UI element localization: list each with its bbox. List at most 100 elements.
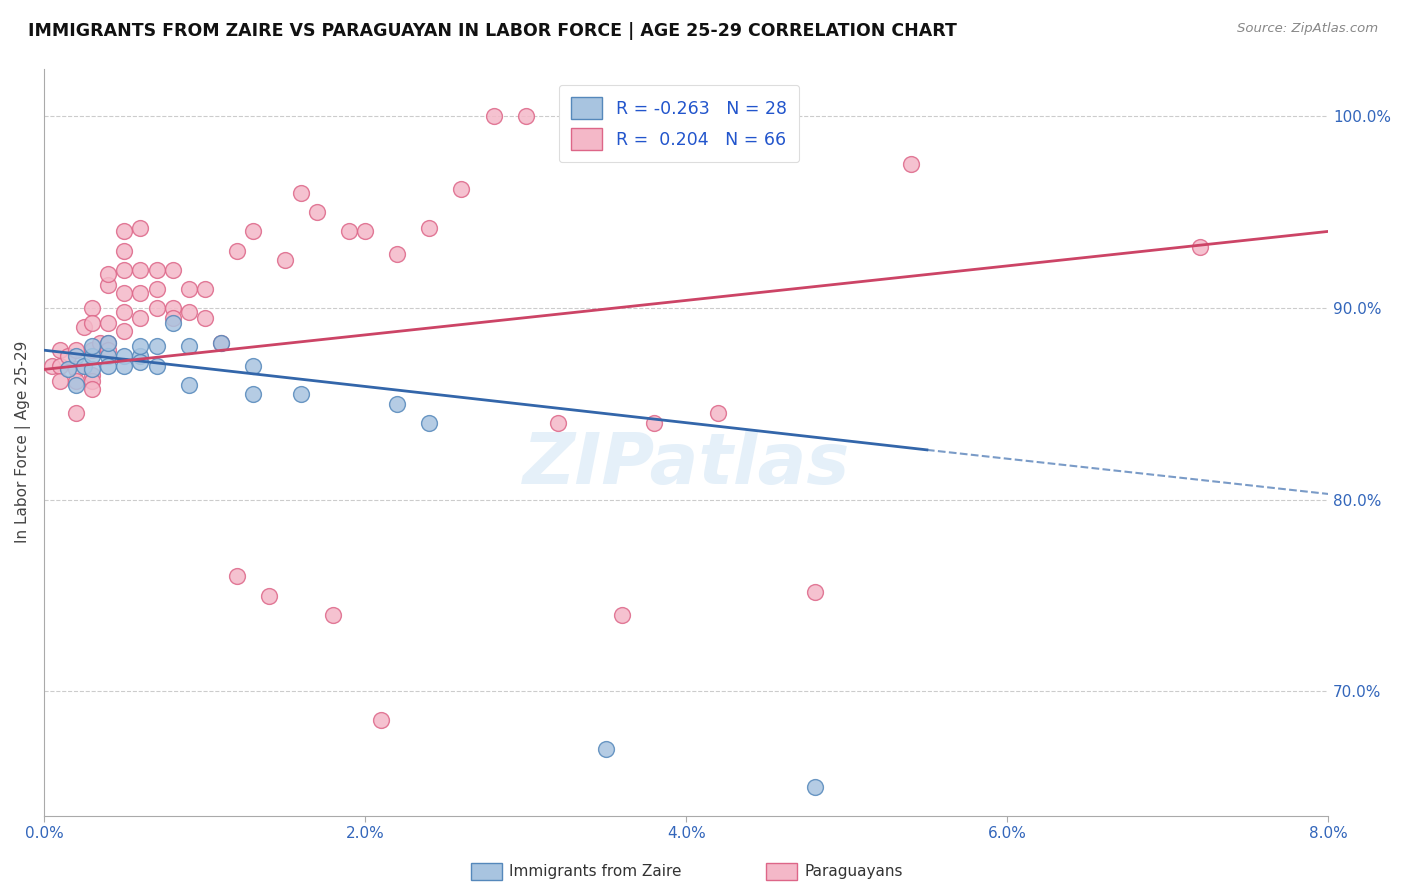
Point bbox=[145, 262, 167, 277]
Point bbox=[82, 343, 104, 358]
Point bbox=[643, 416, 665, 430]
Point bbox=[58, 349, 80, 363]
Point bbox=[73, 359, 96, 373]
Point bbox=[114, 224, 136, 238]
Point bbox=[129, 310, 152, 325]
Point bbox=[89, 335, 111, 350]
Point bbox=[129, 355, 152, 369]
Point bbox=[162, 262, 184, 277]
Point bbox=[418, 220, 440, 235]
Point bbox=[97, 349, 120, 363]
Point bbox=[177, 377, 200, 392]
Point bbox=[900, 157, 922, 171]
Point bbox=[114, 359, 136, 373]
Point bbox=[354, 224, 377, 238]
Point bbox=[707, 407, 730, 421]
Point bbox=[97, 317, 120, 331]
Point bbox=[114, 324, 136, 338]
Point bbox=[177, 282, 200, 296]
Point bbox=[145, 301, 167, 315]
Point bbox=[97, 359, 120, 373]
Point bbox=[65, 362, 87, 376]
Point bbox=[82, 339, 104, 353]
Point bbox=[225, 244, 247, 258]
Point bbox=[803, 780, 825, 794]
Point bbox=[114, 285, 136, 300]
Point bbox=[322, 607, 344, 622]
Point bbox=[242, 224, 264, 238]
Point bbox=[82, 362, 104, 376]
Point bbox=[145, 339, 167, 353]
Point bbox=[274, 253, 297, 268]
Point bbox=[1188, 240, 1211, 254]
Bar bbox=[766, 863, 797, 880]
Point bbox=[49, 343, 72, 358]
Text: Paraguayans: Paraguayans bbox=[804, 864, 903, 879]
Point bbox=[114, 244, 136, 258]
Text: IMMIGRANTS FROM ZAIRE VS PARAGUAYAN IN LABOR FORCE | AGE 25-29 CORRELATION CHART: IMMIGRANTS FROM ZAIRE VS PARAGUAYAN IN L… bbox=[28, 22, 957, 40]
Point bbox=[129, 339, 152, 353]
Point bbox=[49, 374, 72, 388]
Point bbox=[257, 589, 280, 603]
Point bbox=[73, 320, 96, 334]
Y-axis label: In Labor Force | Age 25-29: In Labor Force | Age 25-29 bbox=[15, 341, 31, 543]
Text: Source: ZipAtlas.com: Source: ZipAtlas.com bbox=[1237, 22, 1378, 36]
Legend: R = -0.263   N = 28, R =  0.204   N = 66: R = -0.263 N = 28, R = 0.204 N = 66 bbox=[560, 85, 800, 162]
Point bbox=[129, 262, 152, 277]
Point bbox=[803, 584, 825, 599]
Point bbox=[97, 335, 120, 350]
Point bbox=[482, 110, 505, 124]
Point bbox=[242, 387, 264, 401]
Point bbox=[370, 713, 392, 727]
Point bbox=[82, 382, 104, 396]
Point bbox=[41, 359, 63, 373]
Point bbox=[209, 335, 232, 350]
Point bbox=[65, 377, 87, 392]
Point bbox=[114, 262, 136, 277]
Point bbox=[145, 359, 167, 373]
Point bbox=[162, 317, 184, 331]
Point bbox=[114, 349, 136, 363]
Point bbox=[162, 301, 184, 315]
Point bbox=[129, 220, 152, 235]
Point bbox=[82, 317, 104, 331]
Point bbox=[97, 278, 120, 293]
Point bbox=[129, 285, 152, 300]
Point bbox=[58, 362, 80, 376]
Point bbox=[82, 368, 104, 383]
Point bbox=[337, 224, 360, 238]
Point bbox=[65, 374, 87, 388]
Point bbox=[290, 387, 312, 401]
Point bbox=[387, 247, 409, 261]
Text: Immigrants from Zaire: Immigrants from Zaire bbox=[509, 864, 682, 879]
Point bbox=[97, 343, 120, 358]
Point bbox=[65, 349, 87, 363]
Point bbox=[129, 349, 152, 363]
Point bbox=[65, 343, 87, 358]
Point bbox=[450, 182, 472, 196]
Point bbox=[225, 569, 247, 583]
Point bbox=[145, 282, 167, 296]
Point bbox=[82, 349, 104, 363]
Point bbox=[209, 335, 232, 350]
Point bbox=[162, 310, 184, 325]
Point bbox=[97, 335, 120, 350]
Point bbox=[177, 305, 200, 319]
Text: ZIPatlas: ZIPatlas bbox=[523, 430, 849, 500]
Bar bbox=[471, 863, 502, 880]
Point bbox=[515, 110, 537, 124]
Point bbox=[290, 186, 312, 200]
Point bbox=[114, 305, 136, 319]
Point bbox=[305, 205, 328, 219]
Point bbox=[194, 282, 217, 296]
Point bbox=[65, 407, 87, 421]
Point bbox=[610, 607, 633, 622]
Point bbox=[418, 416, 440, 430]
Point bbox=[97, 267, 120, 281]
Point bbox=[242, 359, 264, 373]
Point bbox=[177, 339, 200, 353]
Point bbox=[547, 416, 569, 430]
Point bbox=[82, 301, 104, 315]
Point bbox=[595, 741, 617, 756]
Point bbox=[387, 397, 409, 411]
